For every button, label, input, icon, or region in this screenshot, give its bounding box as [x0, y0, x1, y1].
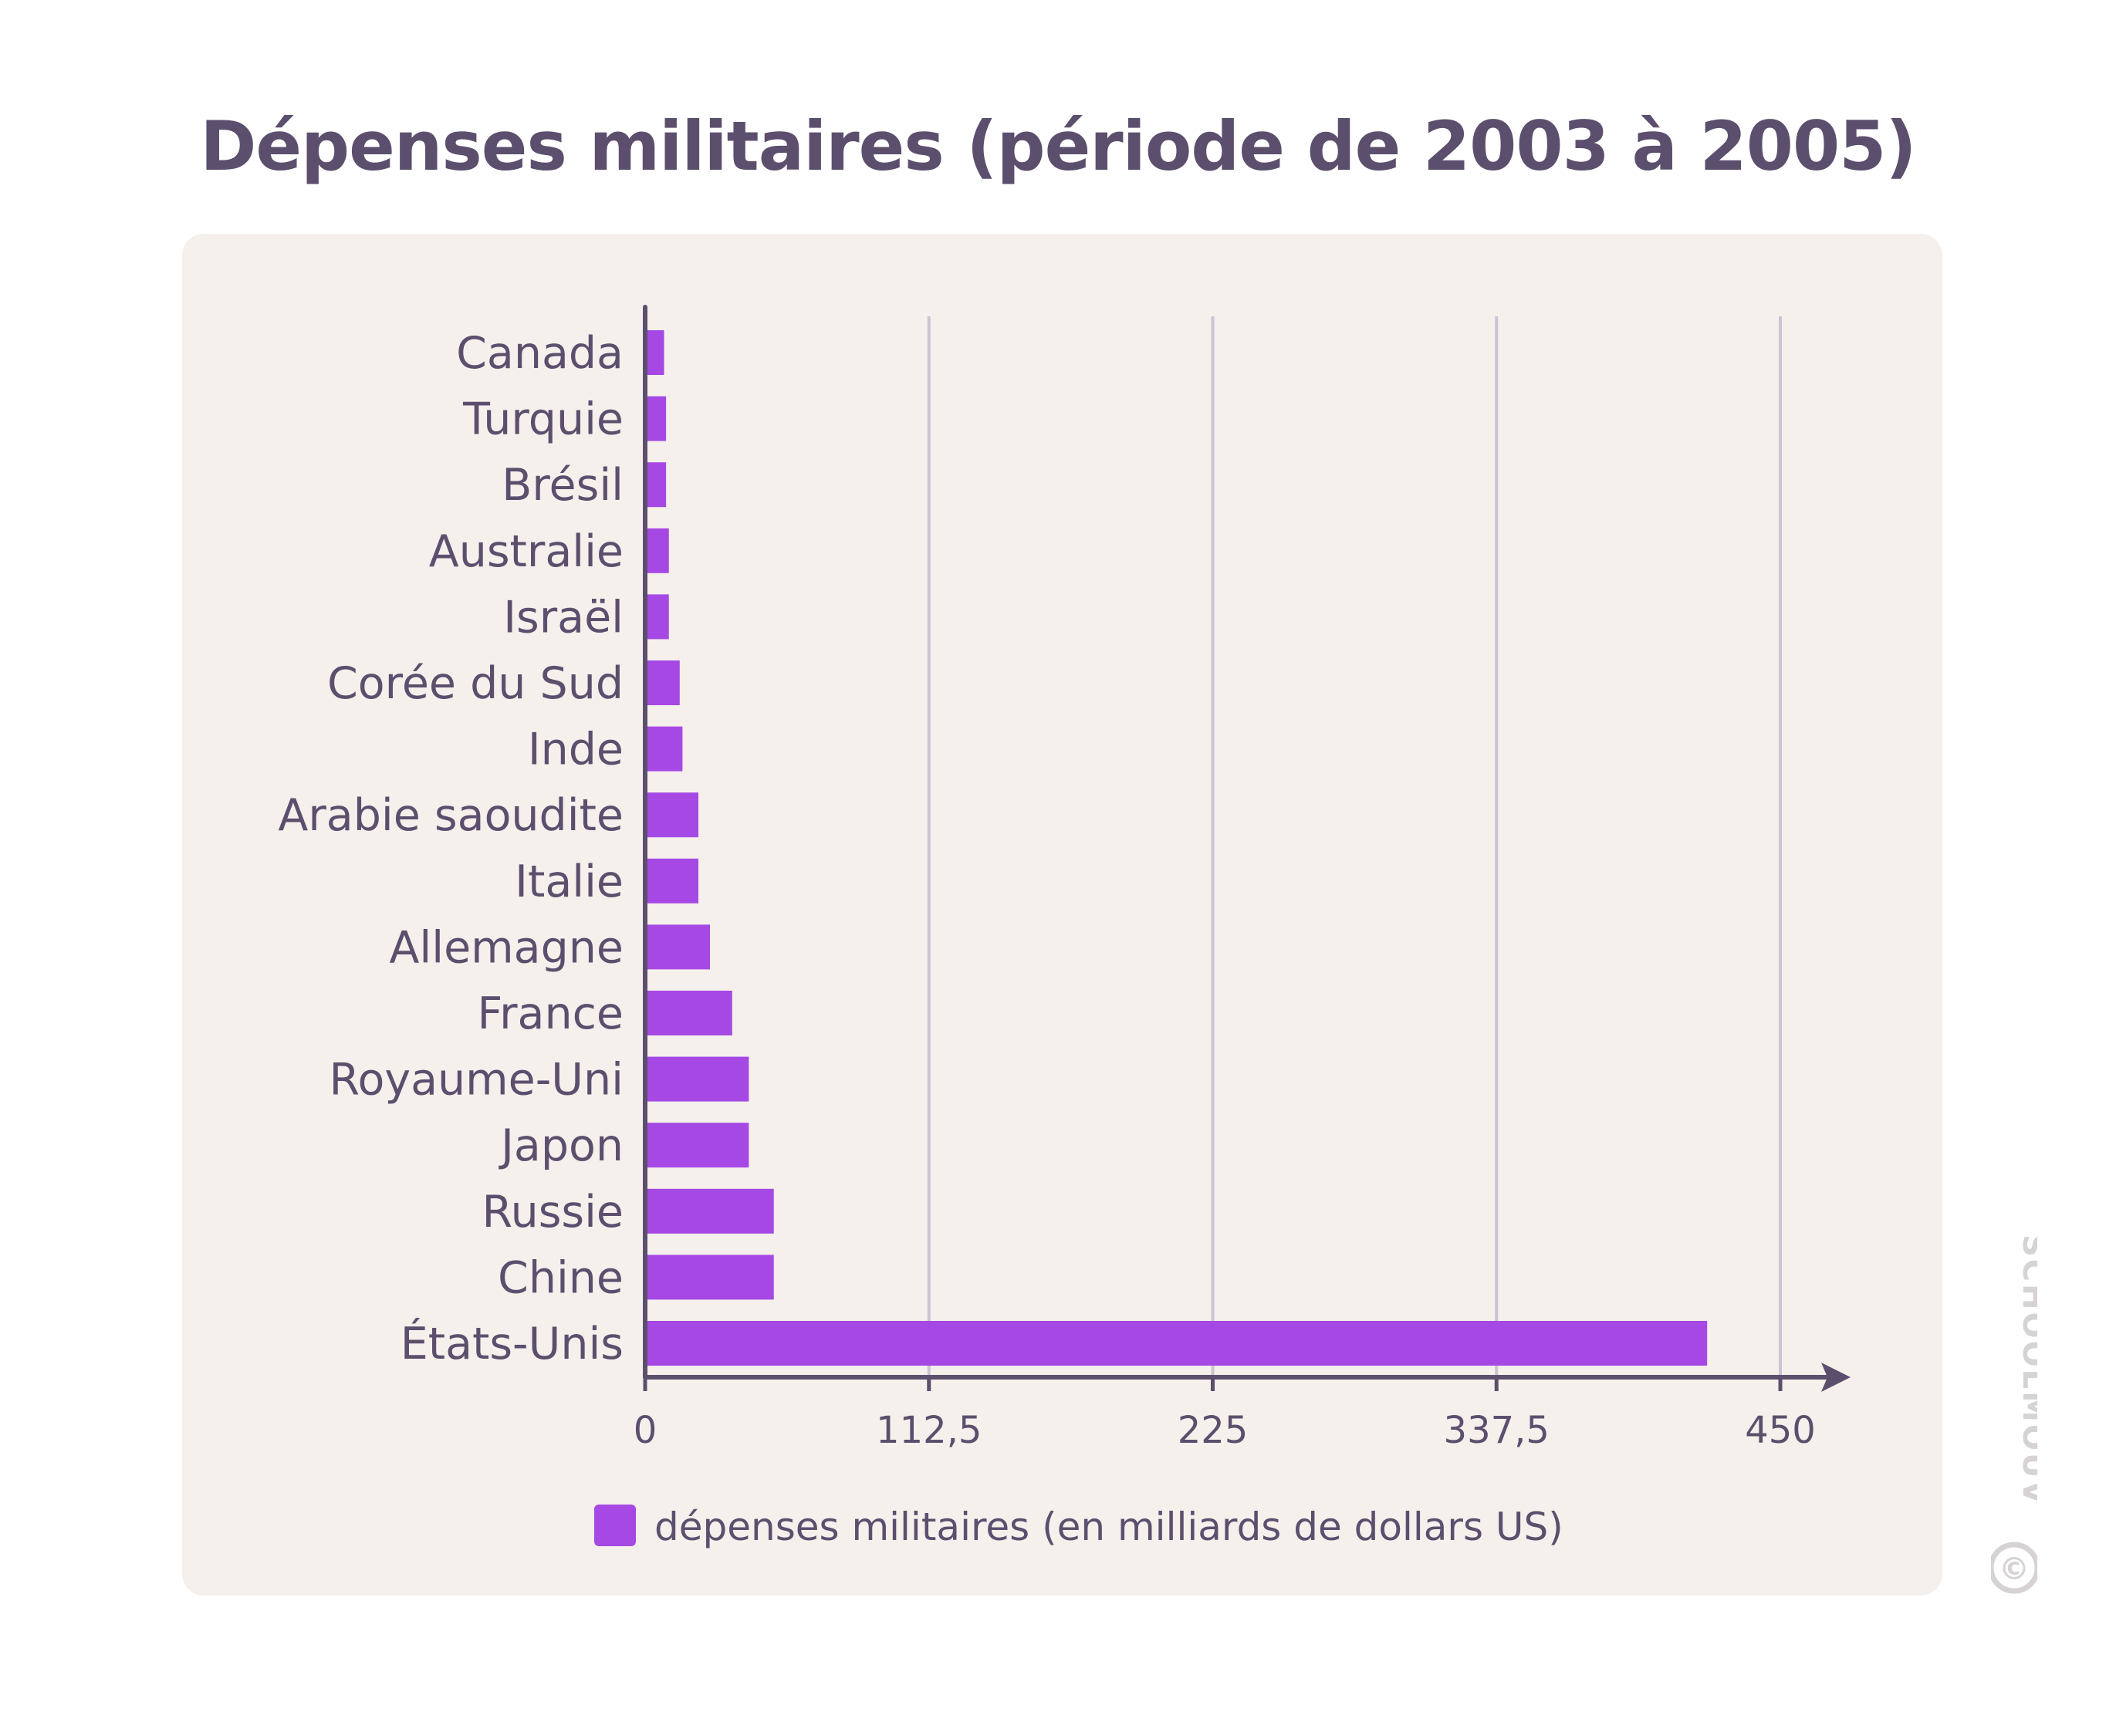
gridlines [927, 316, 1782, 1377]
bar [645, 330, 664, 375]
legend-label: dépenses militaires (en milliards de dol… [654, 1505, 1563, 1549]
bar [645, 594, 669, 640]
category-labels: Canada Turquie Brésil Australie Israël Corée … [278, 328, 624, 1370]
tick-labels: 0 112,5 225 337,5 450 [634, 1409, 1816, 1452]
bar [645, 858, 698, 903]
bar [645, 924, 711, 970]
category-label: Japon [499, 1120, 624, 1171]
svg-text:©: © [1999, 1552, 2030, 1587]
bar [645, 1056, 749, 1102]
bar [645, 726, 683, 772]
x-axis-arrow-icon [1821, 1363, 1851, 1392]
category-label: Canada [456, 328, 624, 379]
legend-swatch [594, 1505, 636, 1546]
bar [645, 528, 669, 573]
category-label: Israël [503, 592, 624, 643]
category-label: Russie [482, 1187, 624, 1238]
category-label: France [477, 988, 624, 1039]
category-label: Brésil [502, 460, 624, 511]
legend: dépenses militaires (en milliards de dol… [594, 1505, 1563, 1549]
bar [645, 396, 667, 441]
category-label: Corée du Sud [327, 658, 624, 709]
bar [645, 1188, 774, 1234]
category-label: Allemagne [389, 922, 624, 973]
category-label: Royaume-Uni [329, 1055, 624, 1106]
category-label: Arabie saoudite [278, 790, 624, 841]
bar [645, 991, 732, 1035]
category-label: Australie [429, 526, 624, 577]
bars [645, 330, 1708, 1366]
watermark-text: SCHOOLMOUV [2016, 1234, 2037, 1506]
category-label: Italie [515, 856, 624, 907]
tick-label: 337,5 [1444, 1409, 1550, 1452]
bar [645, 1321, 1708, 1366]
bar [645, 1123, 749, 1168]
tick-label: 112,5 [876, 1409, 982, 1452]
tick-label: 450 [1745, 1409, 1816, 1452]
chart-title: Dépenses militaires (période de 2003 à 2… [200, 106, 1916, 186]
bar [645, 792, 698, 838]
category-label: Chine [498, 1252, 624, 1303]
chart-panel [182, 234, 1942, 1596]
bar [645, 1255, 774, 1300]
tick-label: 0 [634, 1409, 657, 1452]
bar [645, 462, 667, 508]
schoolmouv-watermark: SCHOOLMOUV © [1991, 1234, 2037, 1594]
category-label: États-Unis [401, 1317, 624, 1370]
category-label: Turquie [462, 394, 624, 445]
tick-label: 225 [1178, 1409, 1249, 1452]
axes [643, 305, 1851, 1392]
bar [645, 660, 680, 705]
copyright-icon: © [1991, 1542, 2037, 1594]
category-label: Inde [528, 724, 624, 775]
